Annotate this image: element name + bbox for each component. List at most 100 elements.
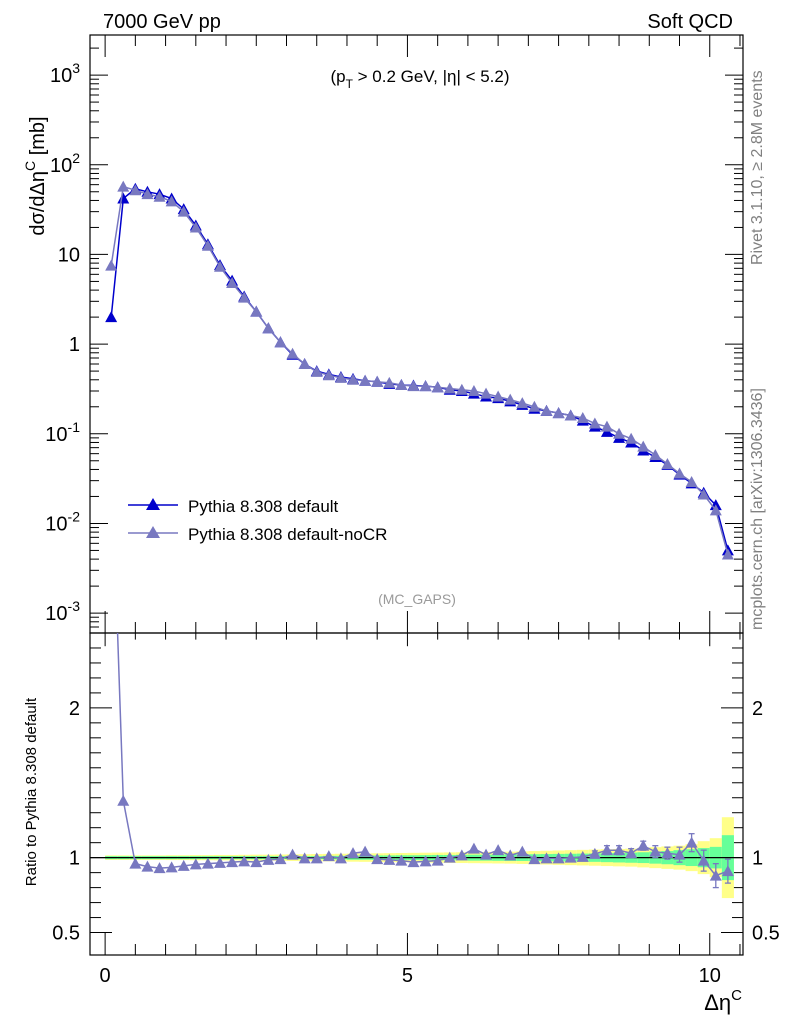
- ratio-y-tick-label: 1: [69, 848, 80, 870]
- ratio-marker: [105, 440, 117, 451]
- series-marker-0: [105, 311, 118, 323]
- ratio-marker: [153, 862, 166, 874]
- series-marker-1: [649, 448, 662, 460]
- ratio-marker: [576, 850, 589, 862]
- ratio-marker: [129, 857, 142, 869]
- ratio-marker: [649, 845, 662, 857]
- series-marker-1: [117, 180, 130, 192]
- ratio-marker: [697, 854, 710, 866]
- series-marker-1: [407, 380, 420, 392]
- series-marker-1: [492, 390, 505, 402]
- ratio-marker: [709, 869, 722, 881]
- series-marker-1: [504, 393, 517, 405]
- ratio-marker: [431, 854, 444, 866]
- series-marker-0: [117, 192, 130, 204]
- ratio-marker: [359, 845, 372, 857]
- series-marker-1: [238, 291, 251, 303]
- main-y-tick-label: 1: [69, 334, 80, 356]
- x-tick-label: 10: [699, 965, 721, 987]
- ratio-marker: [347, 847, 360, 859]
- ratio-axes: 0 5 10 0.5 0.5 1 1 2 2: [52, 35, 780, 987]
- ratio-marker: [467, 842, 480, 854]
- series-marker-1: [129, 184, 142, 196]
- ratio-marker: [504, 849, 517, 861]
- series-marker-1: [588, 417, 601, 429]
- series-marker-1: [419, 380, 432, 392]
- ratio-marker: [721, 865, 734, 877]
- legend-label-noCR: Pythia 8.308 default-noCR: [188, 525, 387, 544]
- series-marker-1: [600, 420, 613, 432]
- series-marker-1: [347, 373, 360, 385]
- series-marker-1: [250, 305, 263, 317]
- ratio-marker: [552, 852, 565, 864]
- ratio-marker: [685, 836, 698, 848]
- mcplots-label: mcplots.cern.ch [arXiv:1306.3436]: [749, 388, 766, 630]
- ratio-series-clip: [105, 440, 734, 889]
- series-marker-1: [480, 387, 493, 399]
- series-marker-1: [274, 336, 287, 348]
- series-marker-1: [226, 277, 239, 289]
- main-y-tick-label: 10-1: [45, 419, 80, 446]
- ratio-marker: [661, 847, 674, 859]
- ratio-y-tick-label-right: 2: [752, 698, 763, 720]
- main-y-tick-label: 10-2: [45, 508, 80, 535]
- ratio-marker: [201, 857, 214, 869]
- main-y-tick-label: 10-3: [45, 598, 80, 625]
- ratio-y-tick-label-right: 0.5: [752, 923, 780, 945]
- series-marker-1: [262, 322, 275, 334]
- series-marker-1: [576, 411, 589, 423]
- ratio-panel-frame: [89, 632, 744, 956]
- series-marker-1: [697, 488, 710, 500]
- ratio-marker: [540, 852, 553, 864]
- main-y-axis: 10-3 10-2 10-1 1 10 102 103: [45, 47, 743, 628]
- ratio-marker: [564, 851, 577, 863]
- main-y-tick-label: 10: [58, 244, 80, 266]
- ratio-marker: [286, 848, 299, 860]
- series-marker-1: [298, 357, 311, 369]
- series-marker-1: [637, 440, 650, 452]
- series-marker-1: [431, 381, 444, 393]
- ratio-series-line: [116, 633, 729, 877]
- legend: Pythia 8.308 default Pythia 8.308 defaul…: [128, 497, 387, 544]
- series-marker-1: [709, 504, 722, 516]
- x-axis-label: ΔηC: [704, 987, 742, 1015]
- series-marker-1: [564, 409, 577, 421]
- process-label: Soft QCD: [647, 11, 733, 33]
- ratio-y-axis-label: Ratio to Pythia 8.308 default: [23, 697, 40, 886]
- series-line-1: [110, 185, 729, 555]
- ratio-y-tick-label: 0.5: [52, 923, 80, 945]
- series-marker-1: [721, 548, 734, 560]
- ratio-marker: [250, 856, 263, 868]
- legend-label-default: Pythia 8.308 default: [188, 497, 339, 516]
- series-marker-1: [165, 195, 178, 207]
- series-marker-1: [455, 383, 468, 395]
- ratio-marker: [395, 854, 408, 866]
- ratio-y-tick-label-right: 1: [752, 848, 763, 870]
- series-marker-1: [213, 260, 226, 272]
- series-marker-1: [625, 432, 638, 444]
- series-marker-1: [310, 365, 323, 377]
- series-marker-1: [371, 375, 384, 387]
- ratio-marker: [310, 852, 323, 864]
- ratio-marker: [637, 839, 650, 851]
- ratio-marker: [371, 853, 384, 865]
- ratio-marker: [298, 852, 311, 864]
- ratio-marker: [213, 856, 226, 868]
- series-marker-1: [685, 475, 698, 487]
- ratio-marker: [443, 851, 456, 863]
- ratio-marker: [492, 844, 505, 856]
- series-marker-1: [661, 458, 674, 470]
- main-y-tick-label: 103: [50, 60, 80, 87]
- series-marker-1: [552, 407, 565, 419]
- series-marker-1: [153, 190, 166, 202]
- ratio-marker: [480, 848, 493, 860]
- series-marker-1: [540, 404, 553, 416]
- series-marker-1: [613, 427, 626, 439]
- ratio-marker: [165, 861, 178, 873]
- series-marker-1: [141, 188, 154, 200]
- ratio-marker: [238, 855, 251, 867]
- ratio-marker: [613, 844, 626, 856]
- main-y-axis-label: dσ/dΔηC [mb]: [22, 116, 49, 235]
